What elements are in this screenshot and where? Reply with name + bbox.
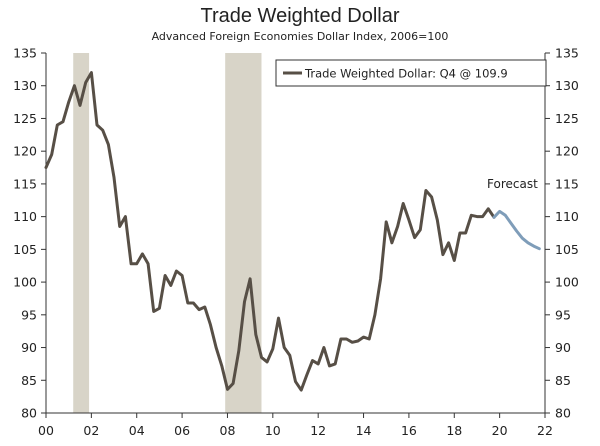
axes [45,53,546,414]
y-tick-label-left: 95 [21,307,37,322]
y-tick-label-right: 130 [555,78,579,93]
x-tick-label: 04 [129,423,145,438]
x-tick-label: 02 [83,423,99,438]
series-lines [44,71,541,392]
y-tick-label-right: 135 [555,46,579,61]
y-tick-label-left: 110 [13,209,37,224]
y-tick-label-left: 115 [13,176,37,191]
forecast-line [492,209,541,251]
chart-title: Trade Weighted Dollar [201,5,400,27]
y-tick-label-left: 130 [13,78,37,93]
y-tick-label-right: 120 [555,144,579,159]
x-tick-label: 00 [38,423,54,438]
y-tick-label-right: 80 [555,406,571,421]
y-tick-label-left: 105 [13,242,37,257]
trade-weighted-dollar-line [44,71,496,392]
x-tick-label: 18 [446,423,462,438]
x-tick-label: 16 [401,423,417,438]
legend: Trade Weighted Dollar: Q4 @ 109.9 [275,59,547,87]
y-tick-label-right: 105 [555,242,579,257]
y-tick-label-right: 125 [555,111,579,126]
forecast-annotation: Forecast [487,177,538,191]
x-tick-label: 10 [265,423,281,438]
y-tick-label-left: 135 [13,46,37,61]
y-tick-label-right: 100 [555,275,579,290]
x-tick-label: 14 [356,423,372,438]
y-tick-label-left: 80 [21,406,37,421]
y-tick-label-right: 115 [555,176,579,191]
y-tick-label-right: 85 [555,373,571,388]
recession-band [225,53,262,413]
legend-box [275,59,547,87]
y-tick-label-left: 90 [21,340,37,355]
y-tick-label-left: 85 [21,373,37,388]
y-axis-left-ticks: 80 85 90 95 100 105 110 115 120 125 130 135 [13,46,46,421]
y-axis-right-ticks: 80 85 90 95 100 105 110 115 120 125 130 135 [545,46,579,421]
y-tick-label-right: 90 [555,340,571,355]
recession-bands [73,53,262,413]
x-axis-ticks: 00 02 04 06 08 10 12 14 16 18 20 22 [38,413,553,438]
legend-label: Trade Weighted Dollar: Q4 @ 109.9 [304,67,508,81]
y-tick-label-left: 120 [13,144,37,159]
chart-subtitle: Advanced Foreign Economies Dollar Index,… [152,30,449,43]
x-tick-label: 08 [220,423,236,438]
y-tick-label-right: 110 [555,209,579,224]
y-tick-label-left: 100 [13,275,37,290]
y-tick-label-left: 125 [13,111,37,126]
x-tick-label: 22 [537,423,553,438]
recession-band [73,53,90,413]
x-tick-label: 06 [174,423,190,438]
x-tick-label: 12 [310,423,326,438]
x-tick-label: 20 [492,423,508,438]
y-tick-label-right: 95 [555,307,571,322]
